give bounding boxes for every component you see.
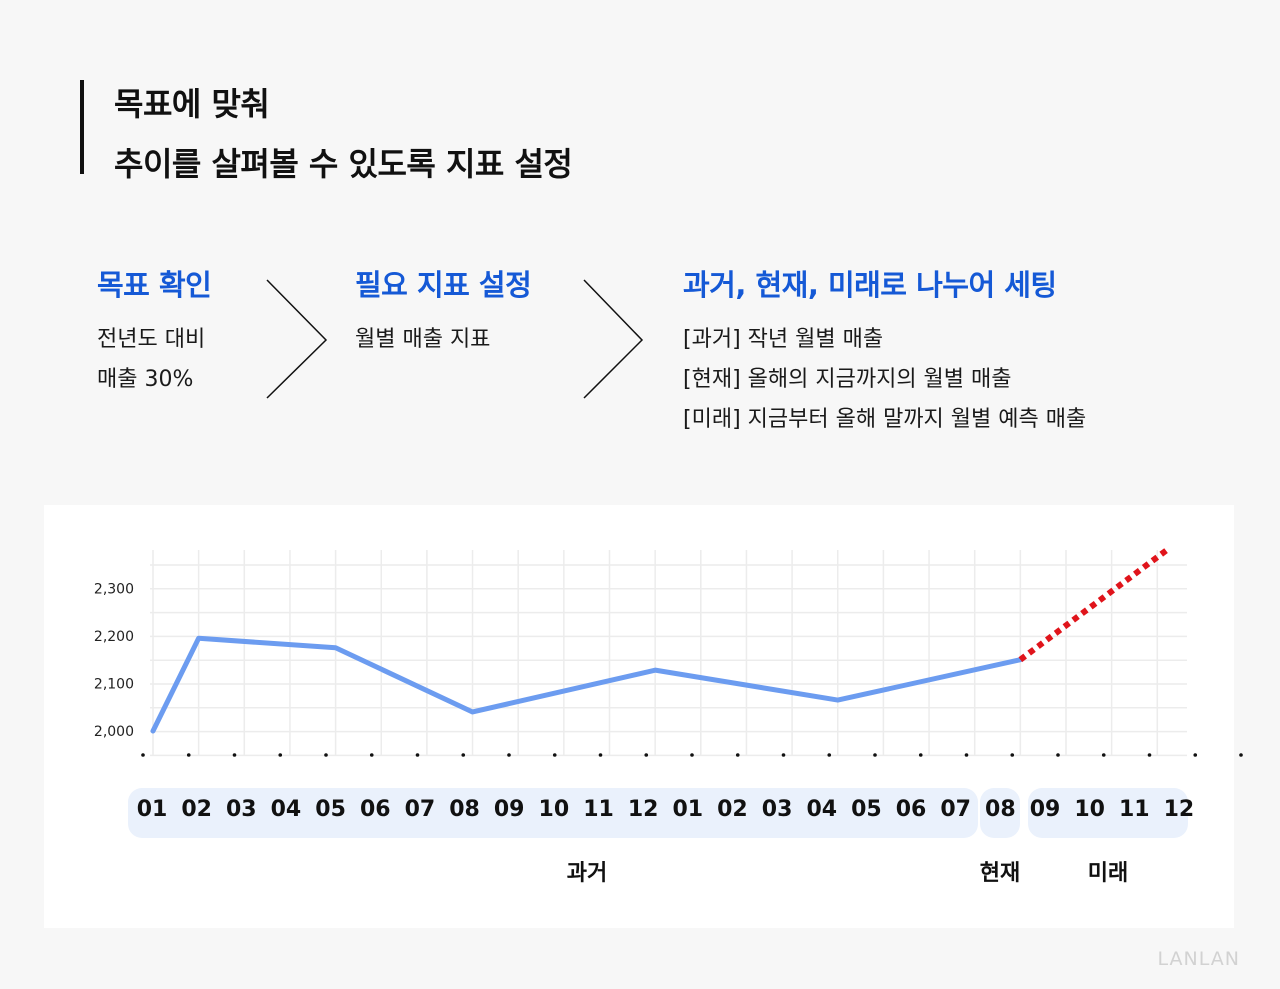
x-tick-dot <box>690 753 694 757</box>
title-accent-bar <box>80 80 84 174</box>
x-tick-dot <box>964 753 969 757</box>
month-label: 12 <box>1163 797 1195 822</box>
month-label: 07 <box>940 797 971 822</box>
period-pill <box>980 788 1020 838</box>
step-1-text: 전년도 대비 매출 30% <box>97 320 205 400</box>
x-tick-dot <box>369 753 374 757</box>
x-tick-dot <box>1193 753 1198 757</box>
month-label: 06 <box>359 797 391 822</box>
x-tick-dot <box>278 753 283 757</box>
month-label: 01 <box>672 797 704 822</box>
x-tick-dot <box>324 753 328 757</box>
month-label: 04 <box>806 797 838 822</box>
x-tick-dot <box>232 753 237 757</box>
month-label: 10 <box>538 797 570 822</box>
month-label: 05 <box>851 797 882 822</box>
month-label: 04 <box>270 797 302 822</box>
month-label: 01 <box>136 797 168 822</box>
x-tick-dot <box>461 753 466 757</box>
step-3-text: [과거] 작년 월별 매출 [현재] 올해의 지금까지의 월별 매출 [미래] … <box>683 320 1086 440</box>
month-label: 02 <box>181 797 212 822</box>
title-line-1: 목표에 맞춰 <box>114 85 270 123</box>
watermark: LANLAN <box>1157 948 1240 970</box>
step-3-line: [미래] 지금부터 올해 말까지 월별 예측 매출 <box>683 407 1087 432</box>
x-tick-dot <box>873 753 877 757</box>
y-tick-label: 2,300 <box>94 581 134 597</box>
step-1-line: 매출 30% <box>97 367 194 392</box>
step-1-line: 전년도 대비 <box>97 327 206 352</box>
y-tick-label: 2,000 <box>94 724 134 740</box>
y-tick-label: 2,100 <box>94 676 134 692</box>
x-tick-dot <box>507 753 511 757</box>
period-pill <box>1028 788 1188 838</box>
chevron-right-icon <box>583 279 644 399</box>
period-label: 현재 <box>979 861 1021 886</box>
forecast-line <box>1018 547 1169 663</box>
period-label: 미래 <box>1087 861 1129 886</box>
chevron-right-icon <box>266 279 328 399</box>
month-label: 07 <box>404 797 436 822</box>
period-pill <box>128 788 978 838</box>
x-tick-dot <box>1101 753 1106 757</box>
month-label: 09 <box>493 797 525 822</box>
month-label: 06 <box>895 797 927 822</box>
x-tick-dot <box>141 753 145 757</box>
x-tick-dot <box>1010 753 1015 757</box>
x-tick-dot <box>1239 753 1243 757</box>
month-label: 08 <box>449 797 480 822</box>
x-tick-dot <box>598 753 603 757</box>
x-tick-dot <box>781 753 786 757</box>
step-2-title: 필요 지표 설정 <box>355 268 532 302</box>
page-title: 목표에 맞춰 추이를 살펴볼 수 있도록 지표 설정 <box>114 74 573 194</box>
x-tick-dot <box>644 753 649 757</box>
actual-sales-line <box>150 635 1023 734</box>
x-tick-dot <box>552 753 557 757</box>
step-3-title: 과거, 현재, 미래로 나누어 세팅 <box>683 268 1057 302</box>
month-label: 03 <box>225 797 257 822</box>
step-2-line: 월별 매출 지표 <box>355 327 491 352</box>
x-tick-dot <box>735 753 740 757</box>
y-tick-label: 2,200 <box>94 629 134 645</box>
x-tick-dot <box>186 753 191 757</box>
step-3-line: [과거] 작년 월별 매출 <box>683 327 884 352</box>
month-label: 03 <box>761 797 793 822</box>
title-line-2: 추이를 살펴볼 수 있도록 지표 설정 <box>114 145 573 183</box>
month-label: 12 <box>627 797 659 822</box>
step-3-line: [현재] 올해의 지금까지의 월별 매출 <box>683 367 1012 392</box>
chart-card <box>44 505 1234 928</box>
x-tick-dot <box>1056 753 1060 757</box>
month-label: 11 <box>583 797 614 822</box>
month-label: 11 <box>1118 797 1150 822</box>
step-2-text: 월별 매출 지표 <box>355 320 490 360</box>
month-label: 09 <box>1029 797 1061 822</box>
x-tick-dot <box>827 753 832 757</box>
x-tick-dot <box>415 753 420 757</box>
month-label: 10 <box>1074 797 1105 822</box>
month-label: 02 <box>717 797 748 822</box>
x-tick-dot <box>918 753 923 757</box>
month-label: 05 <box>315 797 346 822</box>
x-tick-dot <box>1147 753 1152 757</box>
month-label: 08 <box>985 797 1016 822</box>
step-1-title: 목표 확인 <box>97 268 212 302</box>
period-label: 과거 <box>566 861 608 886</box>
